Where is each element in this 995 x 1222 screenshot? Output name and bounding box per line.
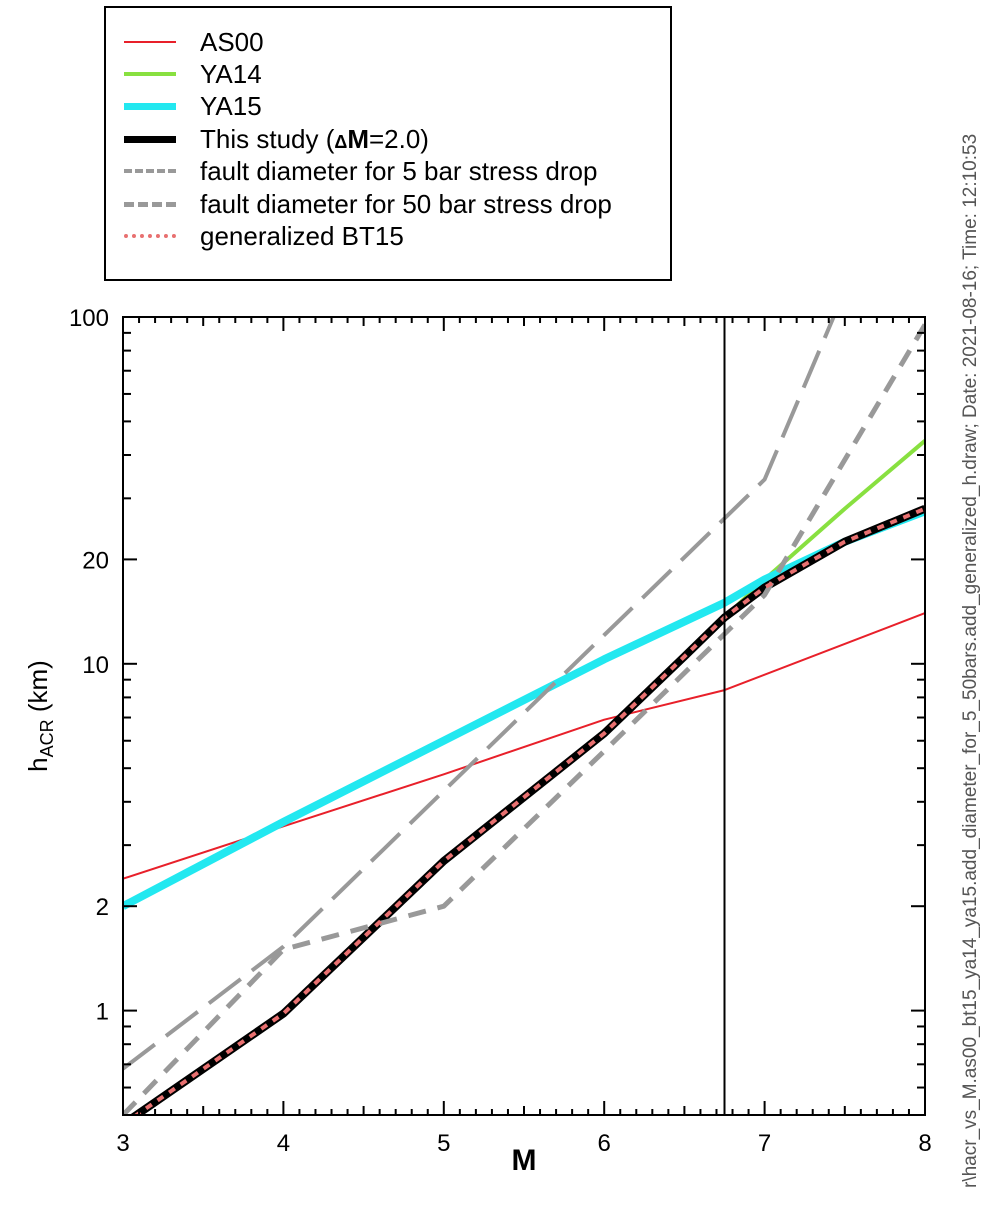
x-tick-label: 5	[437, 1130, 450, 1157]
legend-label: generalized BT15	[200, 221, 404, 251]
y-tick-label: 100	[69, 305, 109, 332]
x-tick-label: 3	[116, 1130, 129, 1157]
series-layer	[123, 317, 925, 1115]
y-axis-label-main: h	[23, 757, 53, 771]
series-line-1	[132, 439, 925, 1115]
legend-item-6: generalized BT15	[106, 220, 670, 252]
legend-swatch	[124, 169, 176, 173]
legend-label-bold: M	[347, 124, 369, 154]
legend-label: This study (ΔM=2.0)	[200, 123, 429, 158]
legend-swatch	[124, 41, 176, 43]
legend-label: YA14	[200, 59, 262, 89]
plot-frame	[122, 316, 926, 1116]
legend-label-suffix: =2.0)	[368, 124, 429, 154]
legend-item-4: fault diameter for 5 bar stress drop	[106, 155, 670, 187]
tick-labels: 3 4 5 6 7 8 1 2 10 20 100	[69, 305, 932, 1157]
x-tick-label: 8	[918, 1130, 931, 1157]
x-tick-label: 7	[758, 1130, 771, 1157]
y-axis-label: hACR (km)	[23, 660, 57, 772]
legend-swatch	[124, 72, 176, 76]
file-path-caption: r\hacr_vs_M.as00_bt15_ya14_ya15.add_diam…	[955, 6, 987, 1216]
legend-item-3: This study (ΔM=2.0)	[106, 123, 670, 155]
y-tick-label: 1	[96, 999, 109, 1026]
legend-swatch	[124, 102, 176, 110]
series-line-3	[129, 505, 925, 1115]
y-axis-label-sub: ACR	[37, 719, 57, 757]
legend-item-1: YA14	[106, 58, 670, 90]
legend-swatch	[124, 201, 176, 207]
legend-label-delta: Δ	[334, 132, 348, 152]
legend-item-0: AS00	[106, 26, 670, 58]
y-tick-label: 10	[82, 652, 109, 679]
x-axis-label: M	[512, 1144, 537, 1177]
legend-label: AS00	[200, 27, 264, 57]
series-line-5	[123, 323, 925, 1115]
file-path-caption-text: r\hacr_vs_M.as00_bt15_ya14_ya15.add_diam…	[960, 133, 981, 1188]
legend-label: YA15	[200, 91, 262, 121]
legend-label: fault diameter for 50 bar stress drop	[200, 189, 612, 219]
y-axis-label-unit: (km)	[23, 660, 53, 719]
legend-label: fault diameter for 5 bar stress drop	[200, 156, 598, 186]
series-line-4	[123, 317, 836, 1071]
x-tick-label: 4	[277, 1130, 290, 1157]
series-line-6	[132, 506, 925, 1115]
legend-swatch	[124, 234, 176, 238]
legend-item-5: fault diameter for 50 bar stress drop	[106, 188, 670, 220]
legend: AS00 YA14 YA15 This study (ΔM=2.0) fault dia…	[104, 6, 672, 281]
legend-swatch	[124, 135, 176, 143]
y-tick-label: 2	[96, 894, 109, 921]
legend-label-prefix: This study (	[200, 124, 335, 154]
axes-layer	[122, 316, 926, 1116]
series-line-2	[123, 507, 925, 910]
x-tick-label: 6	[598, 1130, 611, 1157]
y-tick-label: 20	[82, 547, 109, 574]
legend-item-2: YA15	[106, 90, 670, 122]
